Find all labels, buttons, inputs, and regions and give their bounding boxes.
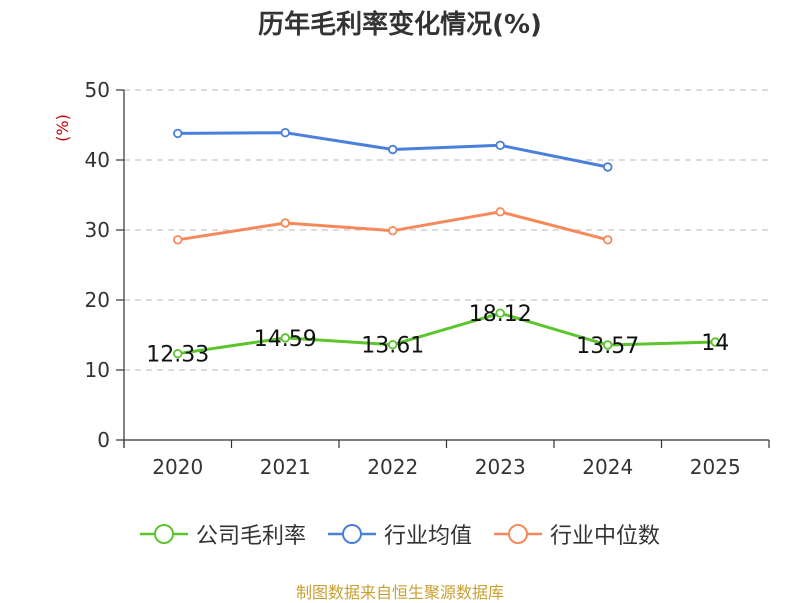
source-note: 制图数据来自恒生聚源数据库 bbox=[295, 583, 504, 602]
legend-label: 公司毛利率 bbox=[195, 524, 306, 549]
series-2-point bbox=[495, 207, 505, 217]
y-tick-label: 0 bbox=[97, 428, 110, 452]
series-0-line bbox=[177, 311, 716, 356]
y-tick-label: 50 bbox=[85, 78, 110, 102]
x-tick-label: 2025 bbox=[690, 455, 741, 479]
data-label: 13.61 bbox=[361, 334, 424, 359]
legend-swatch bbox=[494, 524, 542, 544]
series-1-point bbox=[388, 144, 398, 155]
series-0-point bbox=[388, 340, 398, 350]
series-2-point bbox=[173, 235, 183, 245]
x-tick-label: 2021 bbox=[260, 455, 311, 479]
series-2-point bbox=[280, 218, 290, 228]
data-label: 14.59 bbox=[254, 327, 317, 352]
data-label: 12.33 bbox=[146, 343, 209, 368]
y-tick-label: 30 bbox=[85, 218, 110, 242]
series-0-point bbox=[603, 340, 613, 350]
series-2-point bbox=[388, 225, 398, 236]
legend-swatch bbox=[139, 524, 188, 544]
x-tick-label: 2020 bbox=[152, 455, 203, 479]
legend-item[interactable]: 行业中位数 bbox=[494, 518, 660, 550]
series-1-point bbox=[495, 140, 505, 150]
data-label: 18.12 bbox=[469, 302, 532, 327]
series-2-point bbox=[603, 235, 613, 245]
legend-item[interactable]: 行业均值 bbox=[327, 518, 472, 550]
y-tick-label: 40 bbox=[85, 148, 110, 172]
y-tick-label: 10 bbox=[85, 358, 110, 382]
x-tick-label: 2023 bbox=[475, 455, 526, 479]
legend-label: 行业中位数 bbox=[550, 524, 661, 549]
series-0-point bbox=[495, 308, 505, 318]
legend-swatch bbox=[327, 524, 376, 544]
chart-title: 历年毛利率变化情况(%) bbox=[258, 10, 542, 40]
data-label: 13.57 bbox=[576, 334, 639, 359]
legend-label: 行业均值 bbox=[383, 524, 472, 549]
data-label: 14 bbox=[701, 331, 729, 356]
series-0-point bbox=[710, 337, 720, 347]
series-2-line bbox=[177, 210, 609, 242]
series-0-point bbox=[173, 348, 183, 359]
y-tick-label: 20 bbox=[85, 288, 110, 312]
y-axis-label: (%) bbox=[53, 114, 72, 142]
legend-item[interactable]: 公司毛利率 bbox=[139, 518, 306, 550]
series-1-point bbox=[280, 127, 290, 138]
series-1-point bbox=[603, 162, 613, 172]
x-tick-label: 2022 bbox=[367, 455, 418, 479]
chart-legend: 公司毛利率 行业均值 行业中位数 bbox=[0, 518, 800, 550]
series-1-point bbox=[173, 128, 183, 139]
series-0-point bbox=[280, 333, 290, 343]
x-tick-label: 2024 bbox=[582, 455, 633, 479]
